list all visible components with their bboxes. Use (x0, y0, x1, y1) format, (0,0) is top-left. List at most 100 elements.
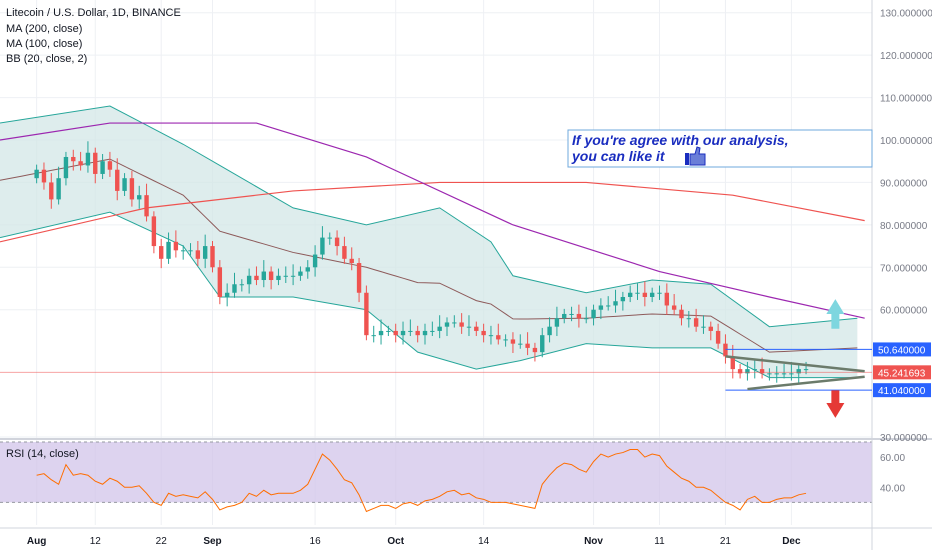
price-tick-label: 80.000000 (880, 221, 928, 232)
candle-body (767, 373, 772, 375)
candle-body (789, 373, 794, 375)
candle-body (188, 250, 193, 252)
time-tick-label: 11 (654, 536, 665, 547)
price-tick-label: 60.000000 (880, 306, 928, 317)
annotation-line-1: If you're agree with our analysis, (572, 132, 789, 148)
price-tick-label: 30.000000 (880, 433, 928, 444)
candle-body (657, 292, 662, 294)
candle-body (334, 237, 340, 247)
candle-body (246, 275, 252, 285)
candle-body (708, 326, 713, 331)
candle-body (173, 241, 179, 251)
price-tick-label: 120.000000 (880, 51, 932, 62)
candle-body (239, 284, 245, 286)
candle-body (576, 313, 582, 319)
rsi-line (36, 449, 807, 513)
candle-body (730, 356, 735, 370)
time-tick-label: 12 (90, 536, 102, 547)
candle-body (715, 330, 721, 344)
candle-body (232, 284, 237, 293)
candle-body (137, 195, 142, 200)
candle-body (452, 322, 457, 324)
rsi-tick-label: 40.00 (880, 483, 905, 494)
candle-body (115, 169, 120, 191)
bollinger-basis-line (0, 158, 858, 353)
candle-body (195, 250, 201, 259)
candle-body (620, 296, 626, 302)
thumbs-up-cuff (685, 153, 689, 165)
candle-body (386, 330, 391, 332)
time-tick-label: 16 (310, 536, 322, 547)
arrow-down-icon (826, 390, 845, 418)
candle-body (488, 335, 494, 337)
symbol-title: Litecoin / U.S. Dollar, 1D, BINANCE (6, 7, 181, 19)
candle-body (627, 292, 633, 297)
candle-body (151, 216, 157, 247)
candle-body (342, 246, 347, 259)
candle-body (525, 343, 530, 348)
candle-body (598, 305, 604, 310)
candle-body (649, 292, 655, 297)
candle-body (224, 292, 230, 297)
candle-body (210, 246, 215, 268)
triangle-lower-trendline (747, 375, 865, 391)
candle-body (474, 326, 479, 331)
rsi-band (0, 442, 872, 503)
candle-body (723, 343, 728, 357)
candle-body (166, 241, 171, 259)
time-tick-label: Nov (584, 536, 603, 547)
candle-body (217, 267, 223, 297)
thumbs-up-hand (689, 146, 706, 166)
candle-body (144, 195, 149, 217)
bollinger-upper-line (0, 105, 858, 328)
candle-body (393, 330, 398, 336)
resistance-price-tag: 50.640000 (878, 345, 926, 356)
candle-body (422, 330, 428, 336)
candle-body (400, 330, 406, 336)
bollinger-band-fill (0, 106, 858, 378)
candle-body (781, 373, 787, 375)
last-price-tag-bg (873, 365, 931, 380)
candle-body (642, 292, 648, 297)
bollinger-lower-line (0, 211, 858, 379)
support-price-tag-bg (873, 383, 931, 398)
candle-body (100, 161, 105, 174)
indicator-bb-label[interactable]: BB (20, close, 2) (6, 53, 88, 65)
candle-body (107, 161, 113, 170)
candle-body (283, 275, 288, 277)
candle-body (459, 322, 464, 327)
candle-body (745, 369, 750, 374)
candle-body (532, 347, 538, 353)
candle-body (430, 330, 435, 332)
price-tick-label: 130.000000 (880, 9, 932, 20)
support-price-tag: 41.040000 (878, 386, 926, 397)
price-tick-label: 100.000000 (880, 136, 932, 147)
candle-body (349, 258, 354, 264)
candle-body (759, 369, 765, 374)
last-price-tag: 45.241693 (878, 368, 926, 379)
candle-body (693, 318, 699, 327)
arrow-up-icon (826, 299, 845, 329)
time-tick-label: 14 (478, 536, 490, 547)
candle-body (444, 322, 450, 327)
resistance-price-tag-bg (873, 342, 931, 357)
price-tick-label: 110.000000 (880, 94, 932, 105)
indicator-ma100-label[interactable]: MA (100, close) (6, 38, 83, 50)
candle-body (261, 271, 266, 281)
triangle-upper-trendline (725, 355, 865, 373)
candle-body (686, 318, 692, 320)
candle-body (547, 326, 552, 336)
time-tick-label: 22 (156, 536, 168, 547)
time-tick-label: Oct (387, 536, 404, 547)
candle-body (180, 250, 186, 252)
rsi-indicator-label[interactable]: RSI (14, close) (6, 448, 79, 460)
thumbs-up-icon (685, 146, 706, 166)
annotation-line-2: you can like it (571, 148, 666, 164)
candle-body (554, 318, 560, 327)
candle-body (371, 335, 376, 337)
indicator-ma200-label[interactable]: MA (200, close) (6, 23, 83, 35)
candle-body (85, 152, 91, 166)
candle-body (569, 313, 574, 315)
